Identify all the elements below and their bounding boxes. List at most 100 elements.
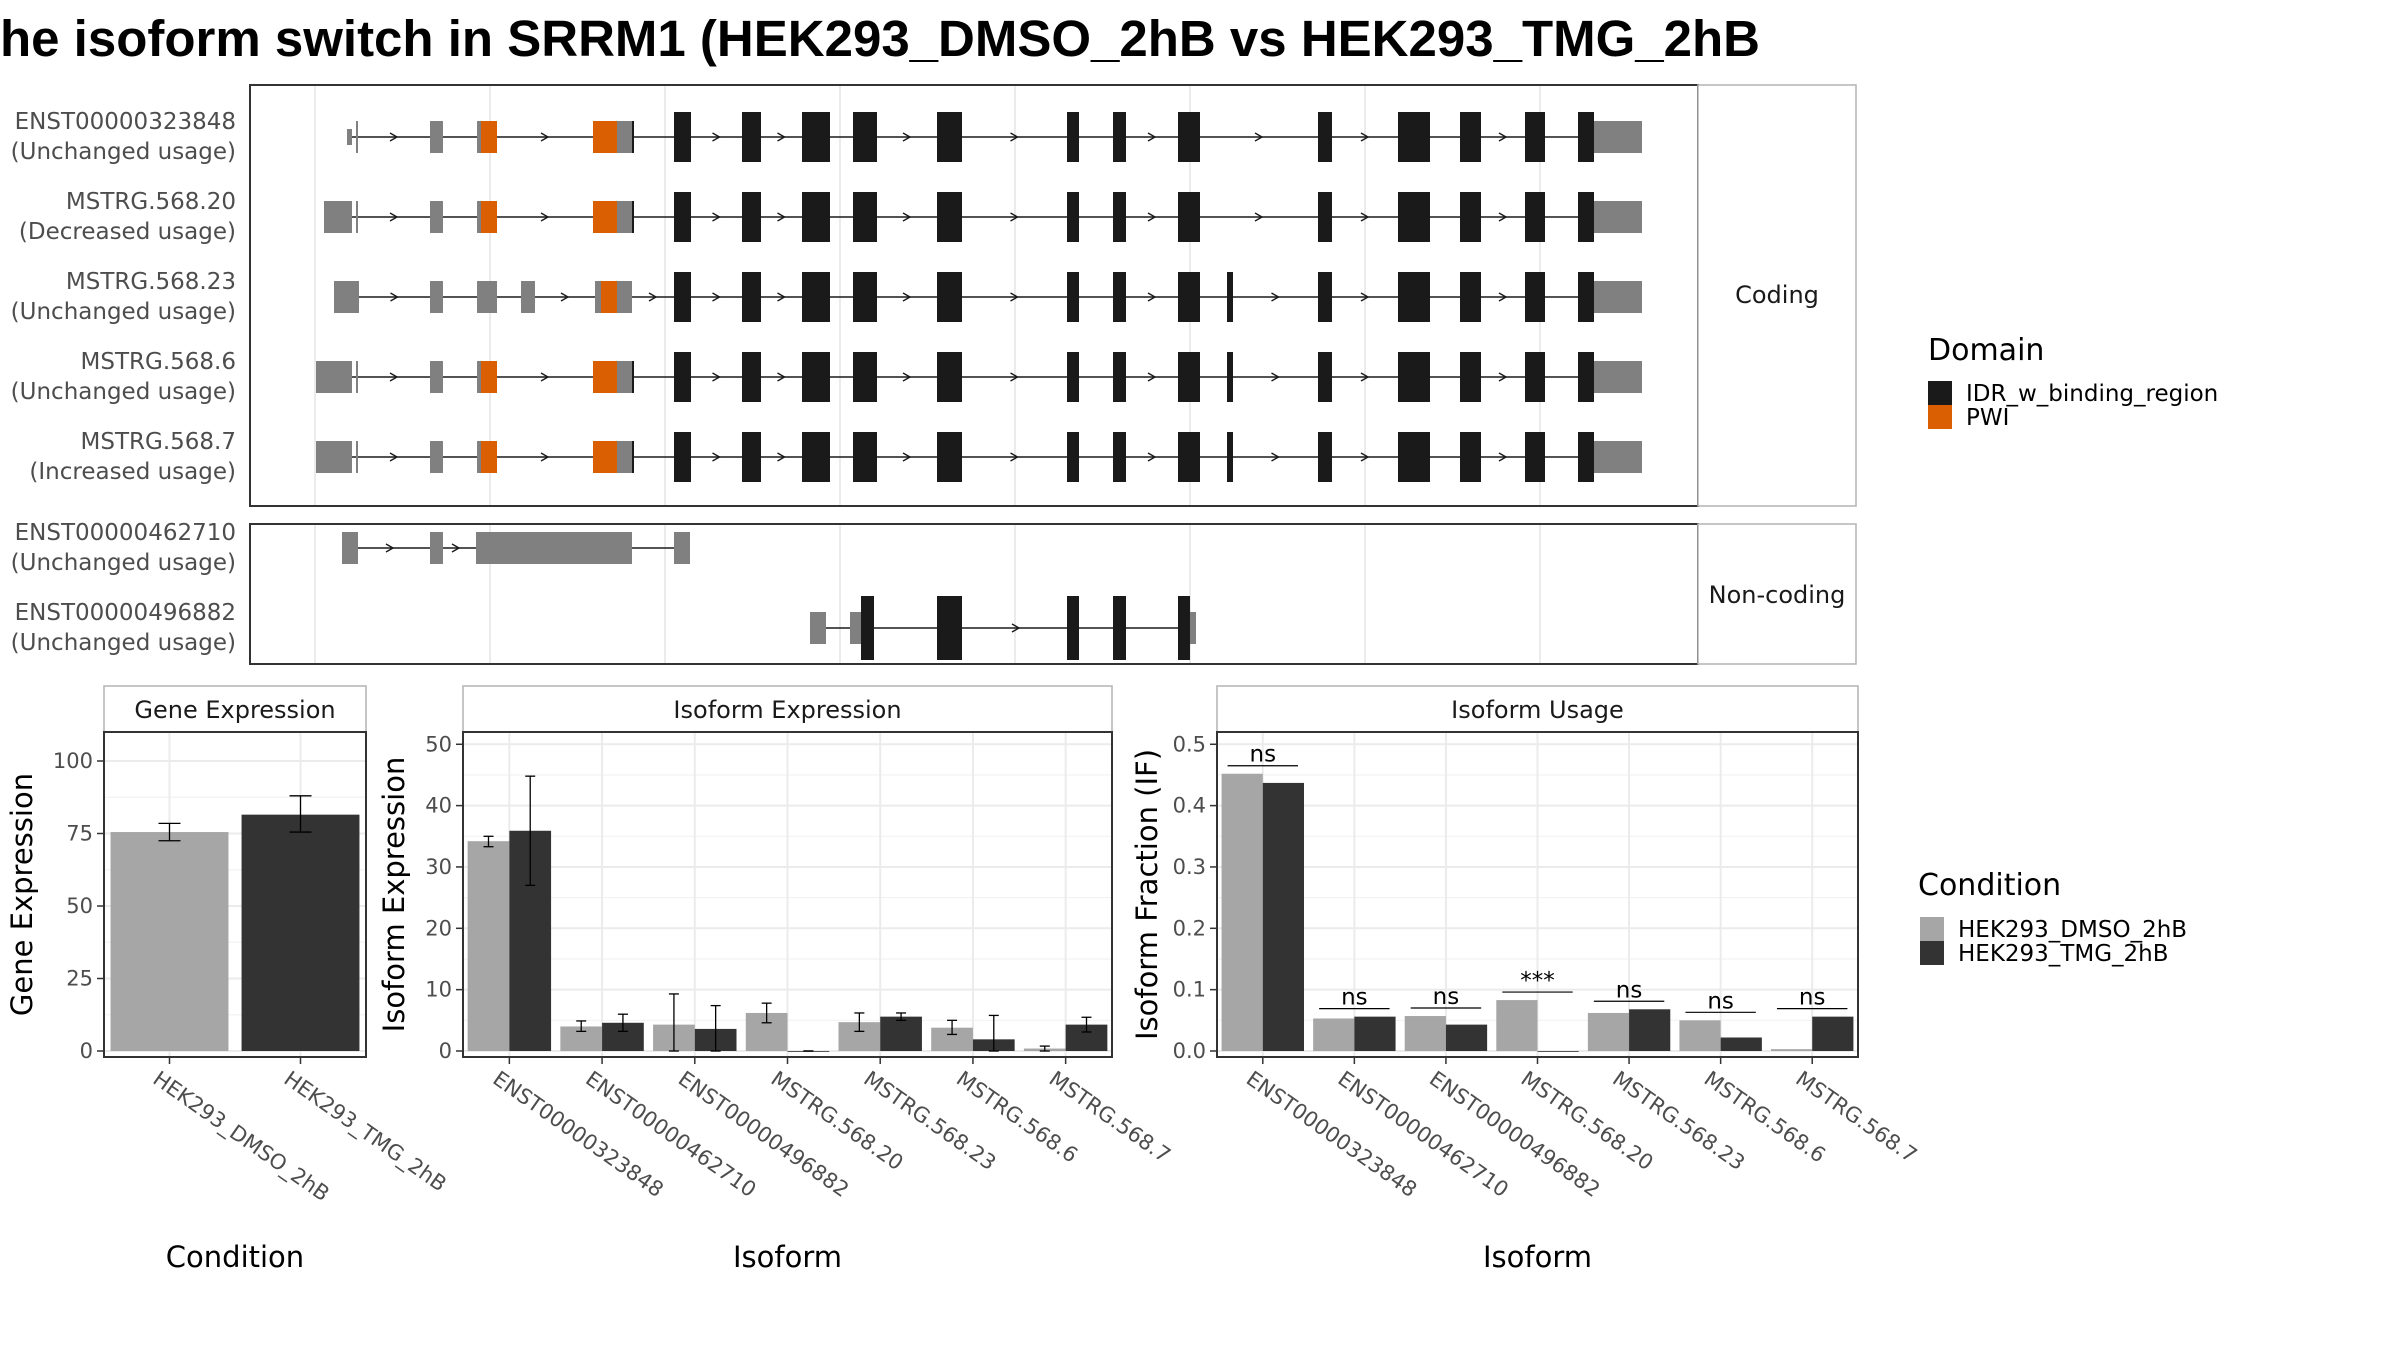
exon <box>356 121 358 153</box>
intron-arrow <box>1360 372 1370 382</box>
exon <box>595 281 601 313</box>
exon <box>334 281 359 313</box>
chart-strip-title: Isoform Expression <box>673 696 901 724</box>
exon <box>1318 192 1332 242</box>
exon <box>1190 612 1196 644</box>
transcript-id-label: MSTRG.568.7 <box>81 429 236 455</box>
exon <box>1398 112 1430 162</box>
exon <box>593 441 617 473</box>
domain-legend: Domain IDR_w_binding_region PWI <box>1928 333 2218 431</box>
coding-structure-panel <box>249 84 1699 507</box>
exon <box>1460 192 1481 242</box>
chart-strip <box>1216 685 1859 733</box>
y-tick-label: 10 <box>425 978 452 1002</box>
intron-arrow <box>712 212 721 222</box>
exon <box>1460 272 1481 322</box>
intron-arrow <box>390 292 399 302</box>
transcript-usage-label: (Unchanged usage) <box>11 630 236 656</box>
exon <box>430 281 443 313</box>
exon <box>632 121 634 153</box>
exon <box>1113 432 1126 482</box>
intron-arrow <box>1360 292 1370 302</box>
exon <box>1178 272 1200 322</box>
bar <box>1720 1037 1762 1051</box>
bar <box>1221 773 1263 1051</box>
exon <box>617 121 632 153</box>
intron-arrow <box>389 212 399 222</box>
bar <box>931 1027 973 1051</box>
exon <box>1594 361 1642 393</box>
exon <box>742 432 761 482</box>
exon <box>1178 432 1200 482</box>
exon <box>1067 272 1079 322</box>
exon <box>477 121 481 153</box>
exon <box>477 441 481 473</box>
exon <box>356 441 358 473</box>
exon <box>1594 281 1642 313</box>
exon <box>1594 201 1642 233</box>
intron-arrow <box>902 212 912 222</box>
exon <box>1318 432 1332 482</box>
exon <box>674 532 690 564</box>
exon <box>1178 596 1190 660</box>
exon <box>617 361 632 393</box>
intron-arrow <box>1498 212 1508 222</box>
exon <box>802 112 830 162</box>
exon <box>481 121 497 153</box>
intron-arrow <box>1147 292 1157 302</box>
exon <box>1525 112 1545 162</box>
exon <box>1227 272 1233 322</box>
y-tick-label: 100 <box>53 749 93 773</box>
exon <box>1578 432 1594 482</box>
exon <box>316 361 352 393</box>
exon <box>853 432 877 482</box>
exon <box>1067 596 1079 660</box>
y-axis-title: Isoform Fraction (IF) <box>1130 749 1164 1040</box>
exon <box>937 432 962 482</box>
transcript-usage-label: (Unchanged usage) <box>11 550 236 576</box>
y-tick-label: 0.1 <box>1173 978 1206 1002</box>
intron-arrow <box>1271 372 1280 382</box>
exon <box>937 112 962 162</box>
bar <box>880 1016 922 1051</box>
domain-legend-title: Domain <box>1928 333 2044 368</box>
exon <box>356 361 358 393</box>
exon <box>632 441 634 473</box>
transcript-usage-label: (Increased usage) <box>29 459 236 485</box>
bar <box>1313 1018 1355 1051</box>
exon <box>1525 192 1545 242</box>
exon <box>1525 272 1545 322</box>
intron-arrow <box>1147 132 1157 142</box>
transcript-usage-label: (Unchanged usage) <box>11 379 236 405</box>
exon <box>1318 112 1332 162</box>
domain-legend-label-idr: IDR_w_binding_region <box>1966 381 2218 407</box>
transcript-model-coding <box>334 272 1642 322</box>
transcript-model-coding <box>316 352 1642 402</box>
exon <box>1594 441 1642 473</box>
exon <box>1113 272 1126 322</box>
intron-arrow <box>1360 212 1370 222</box>
x-tick-label: ENST00000323848 <box>488 1066 667 1202</box>
exon <box>1578 352 1594 402</box>
exon <box>1578 192 1594 242</box>
exon <box>430 441 443 473</box>
plot-border <box>103 731 367 1058</box>
isoform-usage-chart: Isoform Usage ns ns ns *** ns ns ns 0.0 0.1 0.2 0.3… <box>1130 685 1921 1274</box>
exon <box>674 192 691 242</box>
bar <box>467 841 510 1051</box>
exon <box>1113 112 1126 162</box>
exon <box>802 432 830 482</box>
isoform-expression-chart: Isoform Expression 0 10 20 30 40 50 ENST0000032… <box>377 685 1175 1274</box>
x-axis-title: Isoform <box>1483 1240 1592 1274</box>
exon <box>742 352 761 402</box>
y-tick-label: 0.2 <box>1173 916 1206 940</box>
exon <box>1178 192 1200 242</box>
exon <box>1460 432 1481 482</box>
transcript-id-label: MSTRG.568.6 <box>81 349 236 375</box>
transcript-usage-label: (Unchanged usage) <box>11 139 236 165</box>
condition-legend-swatch-tmg <box>1920 941 1944 965</box>
intron-arrow <box>1147 372 1157 382</box>
exon <box>481 441 497 473</box>
exon <box>1398 272 1430 322</box>
exon <box>802 352 830 402</box>
